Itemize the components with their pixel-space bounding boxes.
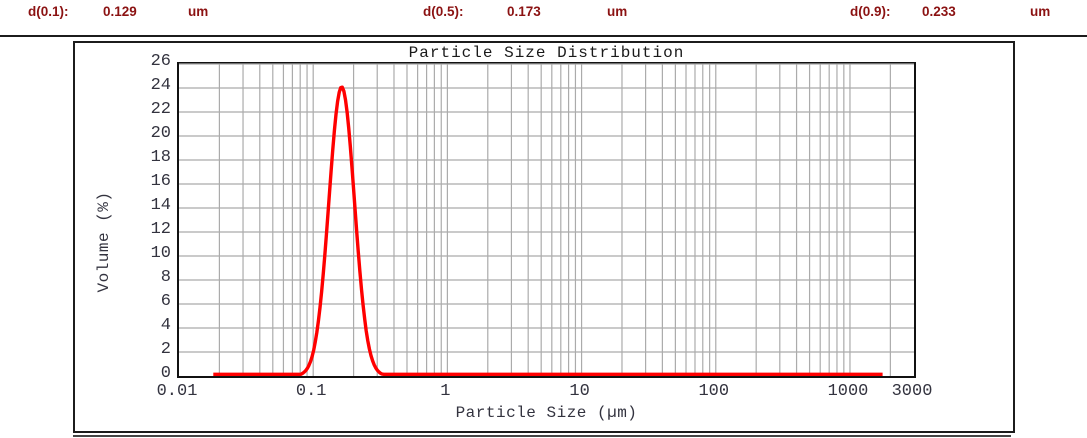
y-tick-label: 26 <box>150 52 171 71</box>
y-axis-title: Volume (%) <box>95 191 113 293</box>
d50-unit: um <box>607 4 628 19</box>
volume-distribution-curve <box>213 85 883 376</box>
d10-unit: um <box>188 4 209 19</box>
y-tick-label: 24 <box>150 76 171 95</box>
y-tick-label: 18 <box>150 148 171 167</box>
y-tick-label: 8 <box>160 268 171 287</box>
d90-value: 0.233 <box>922 4 956 19</box>
x-tick-label: 1000 <box>827 382 869 401</box>
y-tick-label: 20 <box>150 124 171 143</box>
d10-value: 0.129 <box>103 4 137 19</box>
cutoff-table-edge <box>73 435 1011 438</box>
d50-value: 0.173 <box>507 4 541 19</box>
distribution-curve-canvas <box>179 63 914 376</box>
y-tick-label: 4 <box>160 316 171 335</box>
d10-label: d(0.1): <box>28 4 69 19</box>
y-tick-label: 6 <box>160 292 171 311</box>
x-tick-label: 10 <box>569 382 590 401</box>
x-tick-label: 1 <box>440 382 451 401</box>
header-divider <box>0 35 1087 37</box>
y-tick-label: 22 <box>150 100 171 119</box>
d50-label: d(0.5): <box>423 4 464 19</box>
d90-label: d(0.9): <box>850 4 891 19</box>
x-tick-label: 3000 <box>891 382 933 401</box>
y-tick-label: 12 <box>150 220 171 239</box>
chart-title: Particle Size Distribution <box>408 44 685 62</box>
d90-unit: um <box>1030 4 1051 19</box>
y-tick-label: 16 <box>150 172 171 191</box>
x-tick-label: 100 <box>698 382 730 401</box>
y-tick-label: 10 <box>150 244 171 263</box>
x-axis-title: Particle Size (µm) <box>455 404 638 422</box>
y-tick-label: 2 <box>160 340 171 359</box>
x-tick-label: 0.01 <box>156 382 198 401</box>
plot-area <box>177 62 916 378</box>
y-tick-label: 0 <box>160 364 171 383</box>
y-tick-label: 14 <box>150 196 171 215</box>
x-tick-label: 0.1 <box>295 382 327 401</box>
